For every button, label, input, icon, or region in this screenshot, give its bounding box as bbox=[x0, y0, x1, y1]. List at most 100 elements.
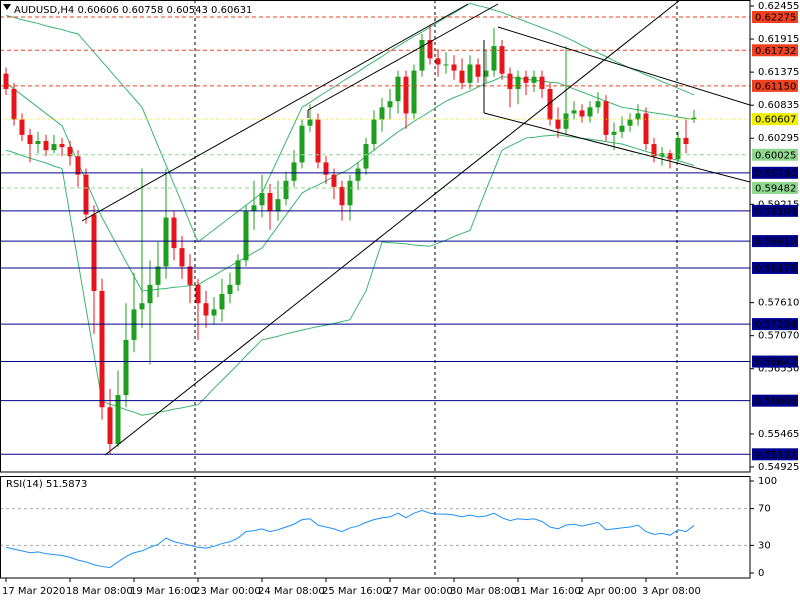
main-panel bbox=[0, 0, 750, 472]
candle-body bbox=[315, 119, 321, 163]
price-label: 0.59109 bbox=[755, 206, 796, 217]
candle-body bbox=[587, 107, 593, 117]
price-label: 0.59482 bbox=[755, 184, 796, 195]
candle-body bbox=[123, 339, 129, 396]
candle-body bbox=[339, 186, 345, 206]
price-label: 0.59730 bbox=[755, 168, 796, 179]
x-tick-label: 30 Mar 08:00 bbox=[450, 586, 517, 597]
x-tick-label: 24 Mar 08:00 bbox=[258, 586, 325, 597]
price-label-box bbox=[752, 166, 798, 179]
price-label: 0.57259 bbox=[755, 320, 796, 331]
candle-body bbox=[259, 193, 265, 206]
y-tick-label: 100 bbox=[758, 476, 777, 487]
candle-body bbox=[395, 76, 401, 102]
price-label-box bbox=[752, 318, 798, 331]
x-tick-label: 3 Apr 08:00 bbox=[642, 586, 701, 597]
trend-line bbox=[497, 26, 750, 106]
y-tick-label: 0.61915 bbox=[758, 34, 799, 45]
candle-body bbox=[155, 266, 161, 285]
candle-body bbox=[563, 113, 569, 129]
candle-body bbox=[371, 119, 377, 145]
chart-title: AUDUSD,H4 0.60606 0.60758 0.60543 0.6063… bbox=[14, 5, 252, 16]
price-label: 0.60607 bbox=[755, 115, 796, 126]
candle-body bbox=[27, 134, 33, 145]
price-label-box bbox=[752, 79, 798, 92]
candle-body bbox=[243, 211, 249, 261]
candle-body bbox=[91, 214, 97, 291]
candle-body bbox=[555, 119, 561, 129]
candle-body bbox=[211, 309, 217, 316]
main-frame bbox=[0, 0, 751, 473]
candle-body bbox=[419, 39, 425, 71]
candle-body bbox=[523, 76, 529, 83]
price-label: 0.58615 bbox=[755, 237, 796, 248]
candle-body bbox=[43, 140, 49, 151]
candle-body bbox=[459, 70, 465, 83]
x-tick-label: 2 Apr 00:00 bbox=[578, 586, 637, 597]
candle-body bbox=[179, 248, 185, 267]
trend-line bbox=[483, 112, 750, 183]
rsi-frame bbox=[0, 476, 751, 579]
rsi-line bbox=[5, 509, 695, 568]
candle-body bbox=[147, 284, 153, 304]
y-tick-label: 0.57610 bbox=[758, 298, 799, 309]
candle-body bbox=[307, 119, 313, 126]
candle-body bbox=[667, 153, 673, 160]
candle-body bbox=[491, 46, 497, 71]
y-tick-label: 0.62455 bbox=[758, 1, 799, 12]
candle-body bbox=[139, 303, 145, 310]
candle-body bbox=[267, 193, 273, 212]
candle-body bbox=[171, 217, 177, 249]
candle-body bbox=[443, 64, 449, 66]
y-tick-label: 0.55465 bbox=[758, 429, 799, 440]
price-label-box bbox=[752, 11, 798, 24]
y-tick-label: 30 bbox=[758, 540, 771, 551]
candle-body bbox=[19, 119, 25, 135]
candle-body bbox=[11, 88, 17, 120]
price-label: 0.61732 bbox=[755, 46, 796, 57]
candle-body bbox=[299, 125, 305, 163]
price-label-box bbox=[752, 355, 798, 368]
price-label: 0.58176 bbox=[755, 263, 796, 274]
price-label-box bbox=[752, 261, 798, 274]
x-tick-label: 23 Mar 00:00 bbox=[194, 586, 261, 597]
candle-body bbox=[347, 180, 353, 206]
x-tick-label: 19 Mar 16:00 bbox=[130, 586, 197, 597]
candle-body bbox=[635, 113, 641, 120]
trend-line bbox=[81, 3, 469, 222]
y-tick-label: 0.56530 bbox=[758, 364, 799, 375]
price-label: 0.55132 bbox=[755, 450, 796, 461]
x-tick-label: 18 Mar 08:00 bbox=[66, 586, 133, 597]
candle-body bbox=[59, 144, 65, 148]
candle-body bbox=[475, 64, 481, 77]
price-label: 0.62275 bbox=[755, 13, 796, 24]
price-label-box bbox=[752, 235, 798, 248]
price-label-box bbox=[752, 148, 798, 161]
bollinger-band bbox=[5, 2, 695, 243]
candle-body bbox=[643, 113, 649, 145]
candle-body bbox=[323, 162, 329, 175]
y-tick-label: 0.60835 bbox=[758, 100, 799, 111]
candle-body bbox=[99, 290, 105, 408]
candle-body bbox=[579, 110, 585, 117]
price-label-box bbox=[752, 44, 798, 57]
candle-body bbox=[539, 76, 545, 89]
x-tick-label: 25 Mar 16:00 bbox=[322, 586, 389, 597]
trend-line bbox=[307, 3, 499, 111]
candle-body bbox=[3, 73, 9, 89]
y-tick-label: 0.61375 bbox=[758, 67, 799, 78]
price-label-box bbox=[752, 448, 798, 461]
candle-body bbox=[467, 64, 473, 83]
rsi-title: RSI(14) 51.5873 bbox=[6, 479, 87, 490]
candle-body bbox=[235, 260, 241, 285]
candle-body bbox=[195, 284, 201, 304]
candle-body bbox=[291, 162, 297, 181]
price-label: 0.61150 bbox=[755, 81, 796, 92]
candle-body bbox=[227, 284, 233, 295]
candle-body bbox=[107, 407, 113, 445]
bollinger-band bbox=[5, 76, 695, 292]
candle-body bbox=[683, 137, 689, 145]
price-label: 0.60025 bbox=[755, 150, 796, 161]
